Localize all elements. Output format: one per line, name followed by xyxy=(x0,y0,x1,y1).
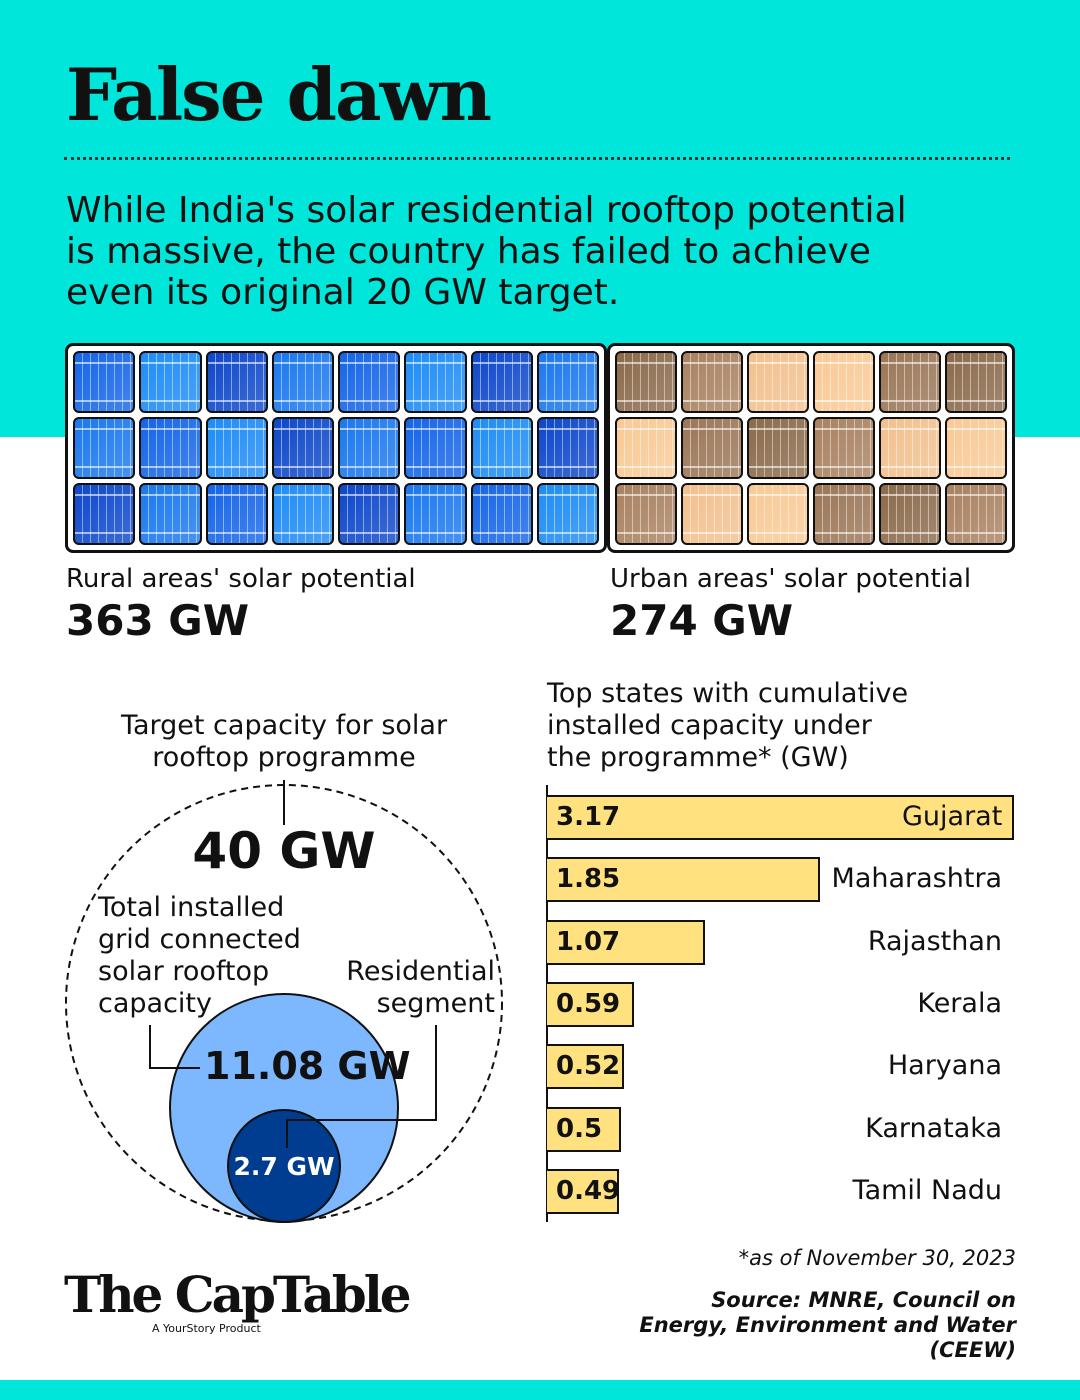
solar-cell xyxy=(404,483,467,545)
bar-category-label: Haryana xyxy=(887,1050,1002,1082)
solar-cell xyxy=(879,483,941,545)
bar-tamil-nadu xyxy=(547,1168,620,1214)
solar-cell xyxy=(945,351,1007,413)
urban-label: Urban areas' solar potential xyxy=(610,564,972,594)
logo-wordmark: The CapTable xyxy=(64,1265,412,1324)
bar-haryana xyxy=(547,1044,624,1090)
bar-value-label: 0.5 xyxy=(556,1113,603,1144)
bar-gujarat xyxy=(547,795,1014,840)
bar-rajasthan xyxy=(547,919,705,965)
solar-cell xyxy=(536,417,599,479)
target-label: Target capacity for solar rooftop progra… xyxy=(120,710,448,773)
solar-cell xyxy=(338,351,401,413)
solar-cell xyxy=(813,483,875,545)
bar-value-label: 1.85 xyxy=(556,864,621,895)
solar-cell xyxy=(747,351,809,413)
solar-cell xyxy=(615,417,677,479)
bar-value-label: 0.52 xyxy=(556,1051,621,1082)
urban-solar-panel xyxy=(607,343,1015,553)
solar-cell xyxy=(271,351,334,413)
solar-cell xyxy=(73,351,136,413)
rural-solar-panel xyxy=(65,343,607,553)
residential-value: 2.7 GW xyxy=(233,1152,335,1181)
solar-cell xyxy=(681,351,743,413)
bar-value-label: 1.07 xyxy=(556,926,621,957)
solar-cell xyxy=(813,417,875,479)
residential-circle xyxy=(227,1109,341,1223)
bar-category-label: Kerala xyxy=(917,987,1002,1019)
installed-value: 11.08 GW xyxy=(204,1044,411,1088)
rural-label: Rural areas' solar potential xyxy=(66,564,416,594)
page-title: False dawn xyxy=(66,52,492,137)
solar-cell xyxy=(470,351,533,413)
target-value: 40 GW xyxy=(192,822,376,880)
bar-category-label: Gujarat xyxy=(902,801,1003,832)
solar-cell xyxy=(271,483,334,545)
solar-cell xyxy=(747,483,809,545)
solar-cell xyxy=(271,417,334,479)
solar-cell xyxy=(536,351,599,413)
solar-cell xyxy=(470,417,533,479)
solar-cell xyxy=(139,351,202,413)
bar-category-label: Karnataka xyxy=(865,1112,1002,1144)
solar-cell xyxy=(681,417,743,479)
chart-title: Top states with cumulative installed cap… xyxy=(547,678,909,773)
solar-cell xyxy=(338,483,401,545)
captable-logo: The CapTable A YourStory Product xyxy=(64,1265,412,1336)
bar-maharashtra xyxy=(547,857,820,903)
installed-label: Total installed grid connected solar roo… xyxy=(98,892,301,1019)
solar-cell xyxy=(813,351,875,413)
solar-cell xyxy=(945,483,1007,545)
solar-cell xyxy=(404,351,467,413)
solar-cell xyxy=(681,483,743,545)
solar-cell xyxy=(205,483,268,545)
residential-label: Residential segment xyxy=(346,956,495,1019)
installed-leader xyxy=(149,1025,200,1069)
solar-cell xyxy=(879,417,941,479)
solar-cell xyxy=(205,351,268,413)
bar-category-label: Maharashtra xyxy=(831,863,1003,895)
solar-cell xyxy=(615,483,677,545)
bar-value-label: 0.59 xyxy=(556,988,621,1019)
urban-value: 274 GW xyxy=(610,596,794,645)
solar-cell xyxy=(615,351,677,413)
source: Source: MNRE, Council on Energy, Environ… xyxy=(639,1288,1016,1362)
bar-category-label: Rajasthan xyxy=(867,925,1002,957)
solar-cell xyxy=(73,483,136,545)
solar-cell xyxy=(73,417,136,479)
bar-kerala xyxy=(547,981,634,1027)
footnote: *as of November 30, 2023 xyxy=(738,1246,1016,1270)
solar-cell xyxy=(338,417,401,479)
residential-leader xyxy=(286,1025,437,1148)
bar-category-label: Tamil Nadu xyxy=(852,1174,1002,1206)
divider xyxy=(64,157,1010,160)
bar-karnataka xyxy=(547,1106,621,1152)
bar-value-label: 3.17 xyxy=(556,802,621,832)
bar-value-label: 0.49 xyxy=(556,1175,621,1206)
solar-cell xyxy=(945,417,1007,479)
subtitle: While India's solar residential rooftop … xyxy=(66,190,907,313)
footer-band xyxy=(0,1380,1080,1400)
solar-cell xyxy=(139,483,202,545)
solar-cell xyxy=(747,417,809,479)
rural-value: 363 GW xyxy=(66,596,250,645)
solar-cell xyxy=(205,417,268,479)
solar-cell xyxy=(404,417,467,479)
logo-tagline: A YourStory Product xyxy=(152,1322,261,1335)
solar-cell xyxy=(139,417,202,479)
solar-cell xyxy=(470,483,533,545)
solar-cell xyxy=(536,483,599,545)
solar-cell xyxy=(879,351,941,413)
